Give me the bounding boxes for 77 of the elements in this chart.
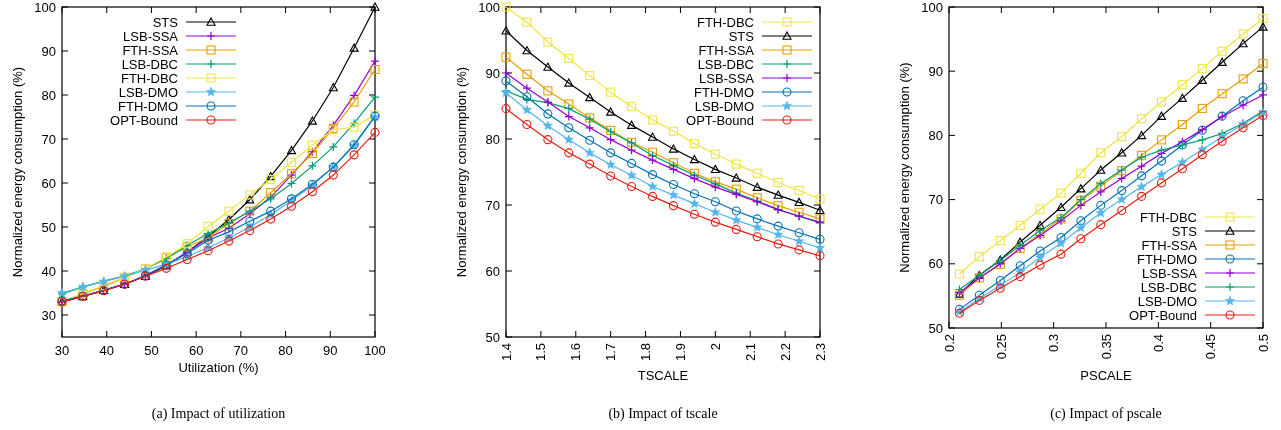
- x-tick-label: 2: [707, 343, 723, 351]
- x-tick-label: 90: [323, 343, 338, 358]
- x-tick-label: 30: [54, 343, 70, 358]
- y-tick-label: 40: [41, 263, 56, 279]
- legend-label: FTH-DMO: [118, 98, 178, 114]
- legend-label: OPT-Bound: [110, 112, 178, 128]
- text: (a) Impact of utilization: [151, 406, 286, 422]
- legend-label: FTH-SSA: [122, 42, 179, 58]
- legend-label: OPT-Bound: [686, 112, 754, 128]
- x-tick-label: 0.25: [993, 334, 1009, 360]
- x-tick-label: 100: [364, 343, 386, 358]
- x-tick-label: 40: [99, 343, 114, 358]
- y-tick-label: 30: [41, 307, 56, 323]
- x-axis-title: PSCALE: [1080, 368, 1132, 383]
- x-tick-label: 70: [233, 343, 249, 358]
- x-tick-label: 1.6: [568, 343, 584, 362]
- legend-label: OPT-Bound: [1129, 307, 1197, 323]
- x-axis-title: TSCALE: [637, 368, 689, 383]
- x-tick-label: 0.5: [1255, 334, 1271, 353]
- y-tick-label: 60: [485, 263, 500, 279]
- y-axis-title: Normalized energy consumption (%): [897, 62, 912, 273]
- x-tick-label: 50: [144, 343, 159, 358]
- legend-label: LSB-SSA: [699, 70, 755, 86]
- y-axis-title: Normalized energy consumption (%): [454, 66, 469, 278]
- x-tick-label: 1.5: [533, 343, 549, 362]
- y-tick-label: 100: [921, 0, 943, 15]
- legend-label: STS: [1171, 223, 1198, 239]
- y-tick-label: 100: [478, 0, 500, 15]
- x-tick-label: 1.8: [638, 343, 654, 362]
- legend-label: FTH-DBC: [696, 14, 754, 30]
- y-tick-label: 90: [485, 65, 500, 81]
- legend-label: LSB-DBC: [697, 56, 754, 72]
- y-tick-label: 50: [928, 320, 943, 336]
- y-tick-label: 70: [485, 197, 500, 213]
- y-tick-label: 80: [41, 87, 56, 103]
- x-tick-label: 0.4: [1150, 334, 1166, 353]
- y-tick-label: 90: [41, 43, 56, 59]
- y-tick-label: 90: [928, 63, 943, 79]
- x-tick-label: 2.3: [812, 343, 828, 362]
- y-tick-label: 60: [928, 256, 943, 272]
- legend-label: LSB-SSA: [1142, 265, 1198, 281]
- legend-label: LSB-DMO: [694, 98, 754, 114]
- text: (c) Impact of pscale: [1050, 406, 1162, 422]
- x-axis-title: Utilization (%): [178, 360, 259, 375]
- x-tick-label: 1.9: [672, 343, 688, 362]
- x-tick-label: 80: [278, 343, 293, 358]
- x-tick-label: 60: [188, 343, 204, 358]
- y-tick-label: 80: [485, 131, 500, 147]
- x-tick-label: 0.45: [1203, 334, 1219, 360]
- legend-label: FTH-SSA: [1141, 237, 1198, 253]
- x-tick-label: 2.1: [742, 343, 758, 362]
- legend-label: LSB-DMO: [1137, 293, 1197, 309]
- x-tick-label: 2.2: [777, 343, 793, 362]
- legend-label: FTH-DMO: [1137, 251, 1197, 267]
- x-tick-label: 0.35: [1098, 334, 1114, 360]
- x-tick-label: 0.2: [941, 334, 957, 353]
- y-axis-title: Normalized energy consumption (%): [10, 66, 25, 278]
- legend-label: FTH-SSA: [698, 42, 755, 58]
- y-tick-label: 80: [928, 127, 943, 143]
- x-tick-label: 1.7: [603, 343, 619, 362]
- y-tick-label: 60: [41, 175, 56, 191]
- x-tick-label: 1.4: [498, 343, 514, 362]
- legend-label: LSB-SSA: [123, 28, 179, 44]
- y-tick-label: 70: [928, 192, 943, 208]
- legend-label: LSB-DMO: [118, 84, 178, 100]
- y-tick-label: 100: [34, 0, 56, 15]
- legend-label: FTH-DBC: [120, 70, 178, 86]
- legend-label: FTH-DMO: [694, 84, 754, 100]
- text: (b) Impact of tscale: [608, 406, 718, 422]
- legend-label: LSB-DBC: [1140, 279, 1197, 295]
- legend-label: LSB-DBC: [121, 56, 178, 72]
- legend-label: FTH-DBC: [1139, 209, 1197, 225]
- x-tick-label: 0.3: [1046, 334, 1062, 353]
- y-tick-label: 70: [41, 131, 56, 147]
- legend-label: STS: [728, 28, 755, 44]
- legend-label: STS: [152, 14, 179, 30]
- y-tick-label: 50: [41, 219, 56, 235]
